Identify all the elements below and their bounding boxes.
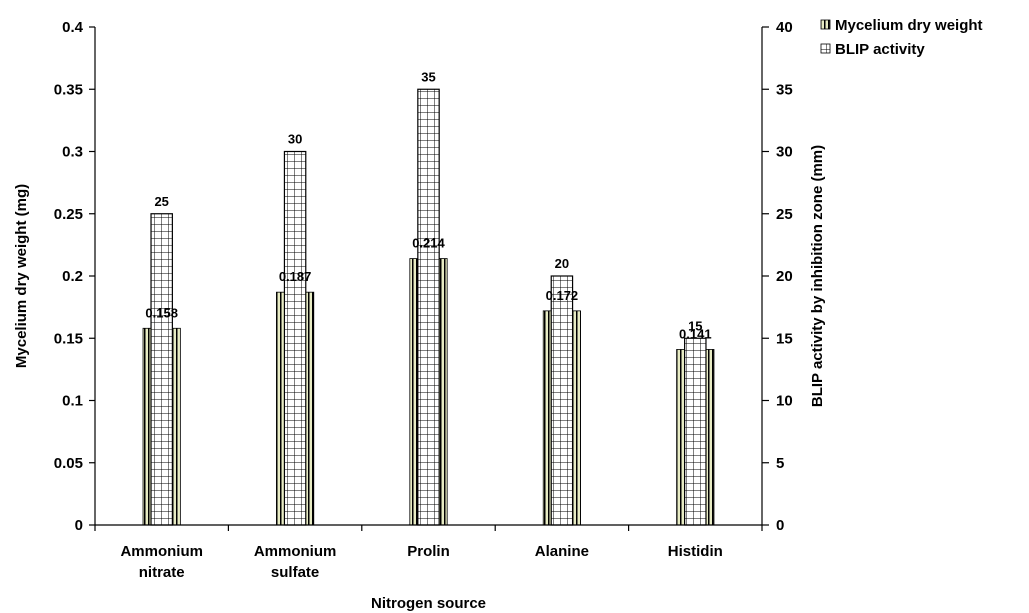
bar-blip-activity — [550, 275, 574, 526]
right-y-tick-label: 15 — [776, 330, 793, 347]
data-label-mycelium-dry-weight: 0.141 — [679, 326, 712, 341]
left-y-axis-title: Mycelium dry weight (mg) — [13, 184, 30, 368]
left-y-tick-label: 0 — [75, 517, 83, 534]
x-category-label: Prolin — [407, 543, 450, 560]
bar-blip-activity — [283, 150, 307, 526]
data-label-mycelium-dry-weight: 0.214 — [412, 236, 445, 251]
right-y-tick-label: 5 — [776, 455, 784, 472]
left-y-tick-label: 0.3 — [62, 144, 83, 161]
left-y-ticks: 0 0.05 0.1 0.15 0.2 0.25 0.3 0.35 0.4 — [54, 19, 95, 534]
legend-swatch-mycelium — [820, 19, 831, 30]
left-y-tick-label: 0.1 — [62, 393, 83, 410]
x-category-label: sulfate — [271, 564, 319, 581]
data-label-blip-activity: 15 — [688, 318, 702, 333]
x-category-label: Ammonium — [120, 543, 203, 560]
legend-label-blip: BLIP activity — [835, 41, 925, 58]
left-y-tick-label: 0.05 — [54, 455, 83, 472]
data-label-blip-activity: 20 — [555, 256, 569, 271]
x-category-label: Ammonium — [254, 543, 337, 560]
legend: Mycelium dry weight BLIP activity — [820, 17, 983, 58]
left-y-tick-label: 0.4 — [62, 19, 84, 36]
x-ticks: Ammonium nitrate Ammonium sulfate Prolin Alan… — [94, 525, 763, 581]
right-y-tick-label: 40 — [776, 19, 793, 36]
data-label-blip-activity: 30 — [288, 132, 302, 147]
right-y-axis-title: BLIP activity by inhibition zone (mm) — [809, 145, 826, 407]
x-category-label: Alanine — [535, 543, 589, 560]
left-y-tick-label: 0.25 — [54, 206, 83, 223]
legend-swatch-blip — [820, 43, 831, 54]
right-y-tick-label: 35 — [776, 81, 793, 98]
right-y-tick-label: 25 — [776, 206, 793, 223]
left-y-tick-label: 0.35 — [54, 81, 83, 98]
data-labels-layer: 25 0.158 30 0.187 35 0.214 20 0.172 150.141 — [145, 69, 711, 341]
data-label-mycelium-dry-weight: 0.187 — [279, 269, 312, 284]
bar-blip-activity — [417, 88, 440, 526]
bar-blip-activity — [150, 213, 173, 526]
right-y-ticks: 0 5 10 15 20 25 30 35 40 — [762, 19, 793, 534]
right-y-tick-label: 30 — [776, 144, 793, 161]
data-label-blip-activity: 25 — [154, 194, 168, 209]
bars-layer — [142, 88, 715, 526]
right-y-tick-label: 20 — [776, 268, 793, 285]
x-axis-title: Nitrogen source — [371, 595, 486, 612]
right-y-tick-label: 10 — [776, 393, 793, 410]
left-y-tick-label: 0.15 — [54, 330, 83, 347]
left-y-tick-label: 0.2 — [62, 268, 83, 285]
x-category-label: Histidin — [668, 543, 723, 560]
legend-label-mycelium: Mycelium dry weight — [835, 17, 983, 34]
data-label-mycelium-dry-weight: 0.172 — [546, 288, 579, 303]
data-label-mycelium-dry-weight: 0.158 — [145, 305, 178, 320]
x-category-label: nitrate — [139, 564, 185, 581]
bar-blip-activity — [684, 337, 707, 526]
data-label-blip-activity: 35 — [421, 69, 435, 84]
right-y-tick-label: 0 — [776, 517, 784, 534]
